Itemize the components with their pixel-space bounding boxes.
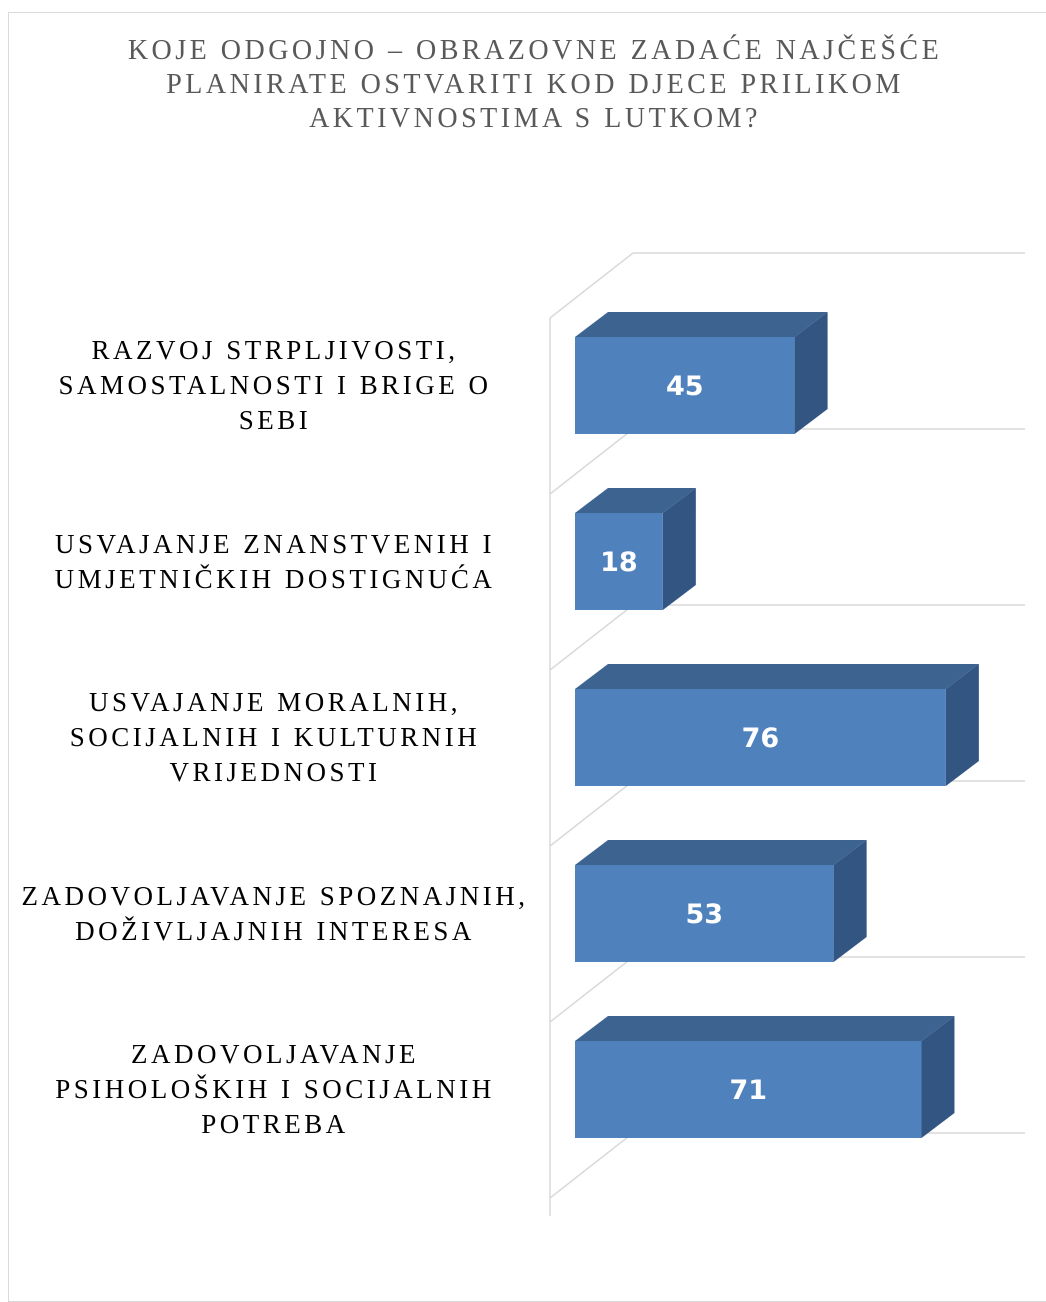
bar-top [575,840,867,865]
bar-top [575,664,979,689]
category-label: RAZVOJ STRPLJIVOSTI, SAMOSTALNOSTI I BRI… [58,335,492,435]
bar-side [945,664,979,786]
value-label: 53 [686,899,724,930]
bar [575,337,795,434]
wall-diagonal [549,252,634,319]
category-label: USVAJANJE MORALNIH, SOCIJALNIH I KULTURN… [69,687,481,787]
bar-side [662,488,696,610]
wall-diagonal [549,1132,634,1199]
bar [575,865,834,962]
bar-side [833,840,867,962]
bar-top [575,488,696,513]
bar-top [575,1016,955,1041]
category-label: ZADOVOLJAVANJE PSIHOLOŠKIH I SOCIJALNIH … [55,1039,495,1139]
wall-diagonal [549,428,634,495]
value-label: 76 [742,723,780,754]
category-label: ZADOVOLJAVANJE SPOZNAJNIH, DOŽIVLJAJNIH … [21,880,529,946]
bar-top [575,312,828,337]
wall-diagonal [549,604,634,671]
bar-side [794,312,828,434]
chart-title: KOJE ODGOJNO – OBRAZOVNE ZADAĆE NAJČEŠĆE… [127,35,943,134]
category-label: USVAJANJE ZNANSTVENIH I UMJETNIČKIH DOST… [54,528,496,594]
bar [575,689,946,786]
value-label: 45 [666,371,704,402]
bar [575,1041,922,1138]
wall-diagonal [549,780,634,847]
value-label: 18 [600,547,638,578]
value-label: 71 [729,1075,767,1106]
bar [575,513,663,610]
bar-side [921,1016,955,1138]
wall-diagonal [549,956,634,1023]
